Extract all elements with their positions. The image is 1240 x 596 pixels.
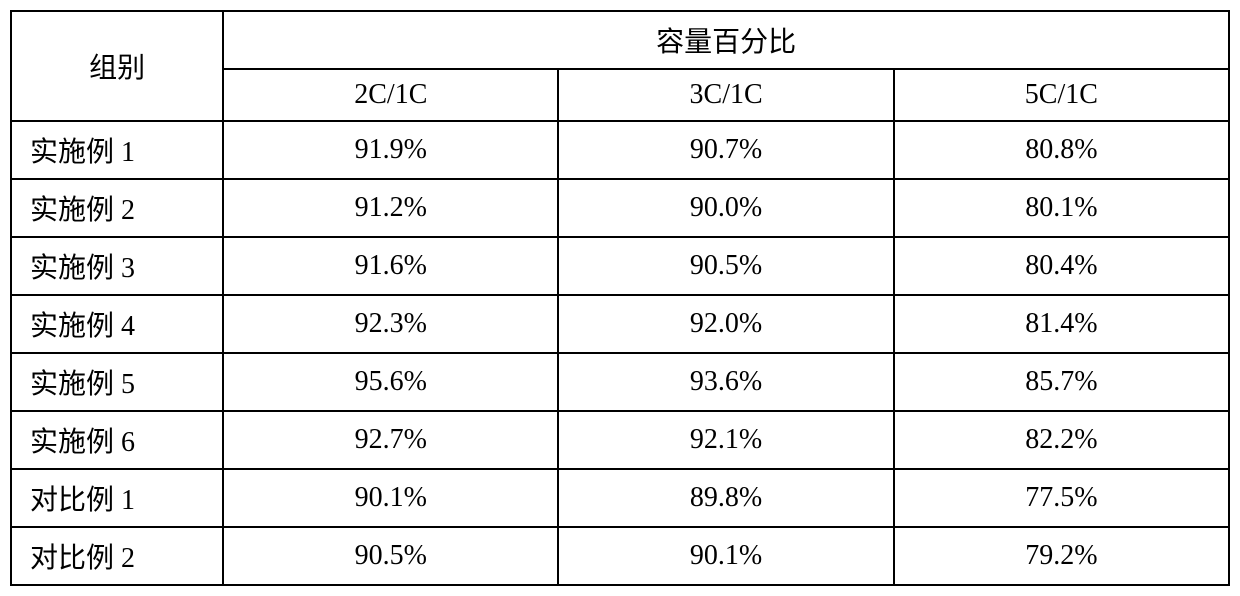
cell-value: 91.9% [223, 121, 558, 179]
cell-value: 92.1% [558, 411, 893, 469]
cell-value: 85.7% [894, 353, 1229, 411]
table-row: 实施例 2 91.2% 90.0% 80.1% [11, 179, 1229, 237]
table-row: 实施例 1 91.9% 90.7% 80.8% [11, 121, 1229, 179]
table-header-row-1: 组别 容量百分比 [11, 11, 1229, 69]
row-label: 实施例 1 [11, 121, 223, 179]
cell-value: 91.2% [223, 179, 558, 237]
cell-value: 89.8% [558, 469, 893, 527]
table-row: 对比例 1 90.1% 89.8% 77.5% [11, 469, 1229, 527]
capacity-percentage-table: 组别 容量百分比 2C/1C 3C/1C 5C/1C 实施例 1 91.9% 9… [10, 10, 1230, 586]
cell-value: 92.0% [558, 295, 893, 353]
table-row: 实施例 5 95.6% 93.6% 85.7% [11, 353, 1229, 411]
cell-value: 90.1% [558, 527, 893, 585]
table-row: 实施例 3 91.6% 90.5% 80.4% [11, 237, 1229, 295]
group-column-header: 组别 [11, 11, 223, 121]
row-label: 实施例 5 [11, 353, 223, 411]
row-label: 实施例 2 [11, 179, 223, 237]
cell-value: 93.6% [558, 353, 893, 411]
row-label: 实施例 6 [11, 411, 223, 469]
cell-value: 80.1% [894, 179, 1229, 237]
cell-value: 81.4% [894, 295, 1229, 353]
table-row: 对比例 2 90.5% 90.1% 79.2% [11, 527, 1229, 585]
cell-value: 90.5% [558, 237, 893, 295]
cell-value: 80.4% [894, 237, 1229, 295]
cell-value: 90.7% [558, 121, 893, 179]
subheader-3c1c: 3C/1C [558, 69, 893, 121]
cell-value: 77.5% [894, 469, 1229, 527]
subheader-5c1c: 5C/1C [894, 69, 1229, 121]
row-label: 实施例 3 [11, 237, 223, 295]
cell-value: 92.7% [223, 411, 558, 469]
cell-value: 79.2% [894, 527, 1229, 585]
row-label: 对比例 1 [11, 469, 223, 527]
row-label: 实施例 4 [11, 295, 223, 353]
row-label: 对比例 2 [11, 527, 223, 585]
subheader-2c1c: 2C/1C [223, 69, 558, 121]
cell-value: 92.3% [223, 295, 558, 353]
cell-value: 82.2% [894, 411, 1229, 469]
cell-value: 90.5% [223, 527, 558, 585]
cell-value: 90.0% [558, 179, 893, 237]
table-row: 实施例 6 92.7% 92.1% 82.2% [11, 411, 1229, 469]
cell-value: 95.6% [223, 353, 558, 411]
cell-value: 80.8% [894, 121, 1229, 179]
cell-value: 90.1% [223, 469, 558, 527]
capacity-column-header: 容量百分比 [223, 11, 1229, 69]
table-row: 实施例 4 92.3% 92.0% 81.4% [11, 295, 1229, 353]
data-table-container: 组别 容量百分比 2C/1C 3C/1C 5C/1C 实施例 1 91.9% 9… [10, 10, 1230, 586]
cell-value: 91.6% [223, 237, 558, 295]
